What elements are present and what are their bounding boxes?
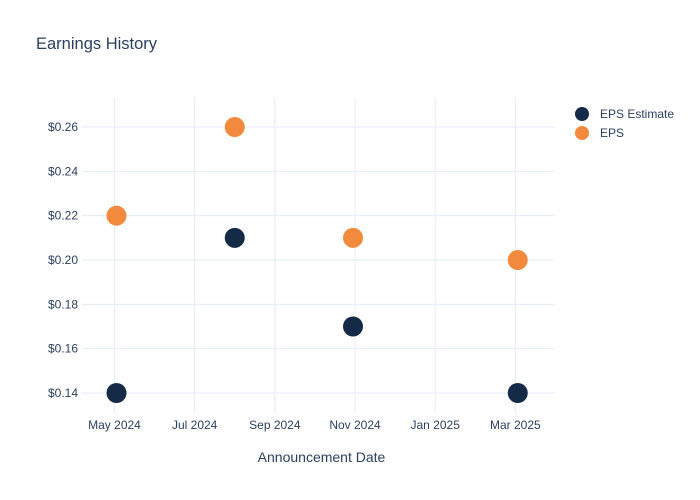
data-point-eps[interactable]: [507, 250, 528, 271]
chart-title: Earnings History: [36, 35, 158, 53]
eps-estimate-marker-icon: [575, 106, 589, 121]
y-tick-label: $0.20: [48, 253, 78, 267]
data-point-eps[interactable]: [224, 117, 245, 138]
x-tick-label: May 2024: [88, 418, 141, 432]
y-tick-label: $0.26: [48, 120, 78, 134]
data-point-eps-estimate[interactable]: [507, 383, 528, 403]
legend-item-eps[interactable]: EPS: [575, 123, 674, 142]
x-tick-label: Nov 2024: [329, 418, 381, 432]
legend-label-eps-estimate: EPS Estimate: [600, 106, 675, 121]
x-tick-label: Mar 2025: [490, 418, 541, 432]
data-point-eps[interactable]: [106, 205, 127, 226]
x-axis-title: Announcement Date: [257, 449, 386, 465]
data-point-eps[interactable]: [343, 227, 364, 248]
y-tick-label: $0.16: [48, 342, 78, 356]
legend-item-eps-estimate[interactable]: EPS Estimate: [575, 104, 674, 123]
x-tick-label: Jul 2024: [172, 418, 218, 432]
x-tick-label: Sep 2024: [249, 418, 301, 432]
x-tick-label: Jan 2025: [410, 418, 460, 432]
y-tick-label: $0.22: [48, 209, 78, 223]
data-point-eps-estimate[interactable]: [343, 316, 364, 337]
y-tick-label: $0.24: [48, 164, 78, 178]
legend-label-eps: EPS: [600, 125, 625, 140]
legend: EPS Estimate EPS: [575, 104, 674, 142]
data-point-eps-estimate[interactable]: [224, 227, 245, 248]
y-tick-label: $0.18: [48, 297, 78, 311]
eps-marker-icon: [575, 125, 589, 140]
data-point-eps-estimate[interactable]: [106, 383, 127, 403]
y-tick-label: $0.14: [48, 386, 78, 400]
